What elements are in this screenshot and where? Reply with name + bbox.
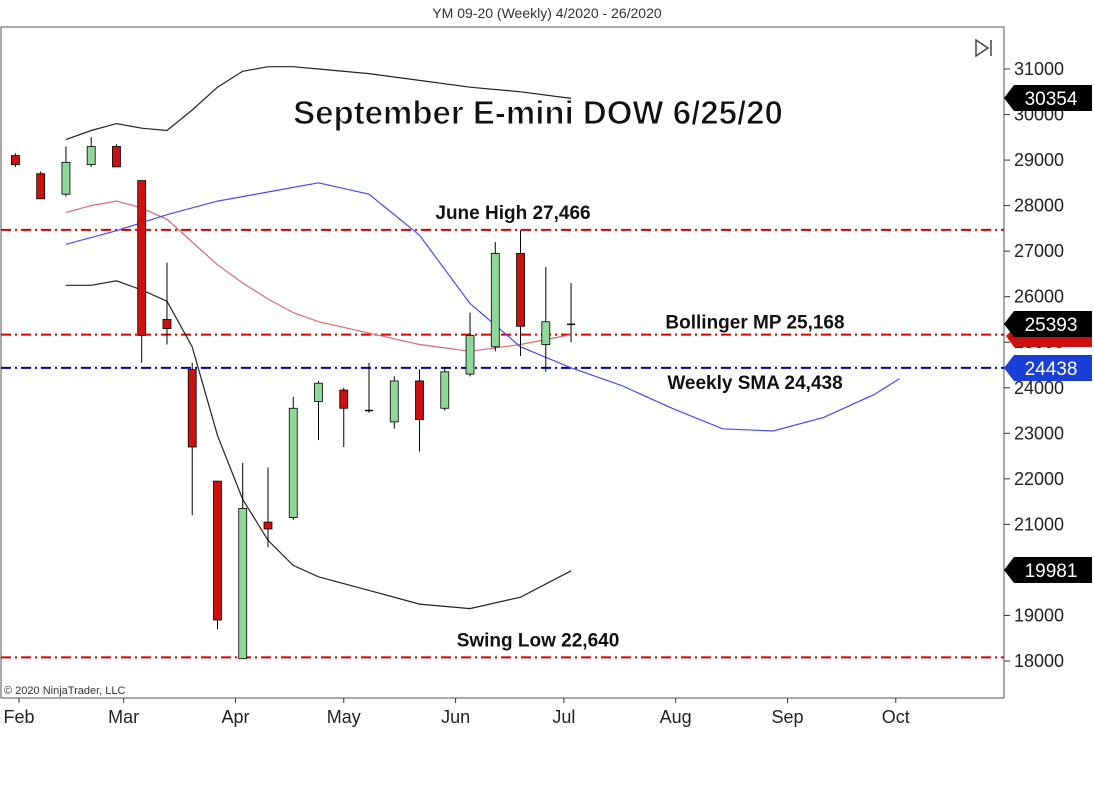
candle-22	[567, 283, 576, 343]
candle-2	[61, 146, 71, 197]
candle-0	[11, 153, 20, 167]
series-line-bb_upper	[65, 66, 572, 141]
candle-body	[263, 521, 273, 530]
x-tick-label: Oct	[882, 707, 910, 727]
chart-headline: September E-mini DOW 6/25/20	[293, 94, 783, 131]
price-badge-shape	[1004, 355, 1092, 381]
y-tick-label: 26000	[1014, 287, 1064, 307]
candle-body	[490, 253, 500, 348]
candle-13	[339, 387, 349, 447]
candle-11	[288, 396, 298, 520]
candle-body	[314, 382, 323, 402]
series-line-bb_lower	[65, 280, 572, 610]
y-tick-label: 22000	[1014, 469, 1064, 489]
scroll-end-icon[interactable]	[974, 38, 994, 58]
x-tick-label: Aug	[660, 707, 692, 727]
y-tick-label: 21000	[1014, 514, 1064, 534]
candle-body	[238, 508, 248, 660]
candle-3	[86, 137, 96, 167]
candle-body	[11, 155, 20, 166]
level-label: Swing Low 22,640	[457, 630, 620, 651]
plot-area	[0, 26, 1005, 699]
candle-body	[86, 146, 96, 166]
candle-body	[162, 319, 172, 329]
price-badge-shape	[1004, 557, 1092, 583]
level-label: June High 27,466	[435, 203, 590, 224]
candle-body	[288, 407, 298, 518]
y-tick-label: 18000	[1014, 651, 1064, 671]
price-badges: 30354 25393 24438 19981	[1004, 85, 1092, 583]
candle-body	[339, 389, 349, 409]
candle-4	[112, 144, 121, 168]
price-badge-text: 25393	[1025, 315, 1078, 336]
candle-body	[516, 253, 525, 327]
x-tick-label: Apr	[222, 707, 250, 727]
level-label: Weekly SMA 24,438	[667, 373, 842, 394]
y-tick-label: 28000	[1014, 196, 1064, 216]
price-badge-19981: 19981	[1004, 557, 1092, 583]
series-line-bb_mid	[65, 200, 572, 352]
x-tick-label: May	[327, 707, 361, 727]
candle-12	[314, 380, 323, 441]
candle-body	[389, 380, 399, 423]
level-lines	[1, 228, 1004, 659]
x-tick-label: Feb	[4, 707, 35, 727]
y-tick-label: 19000	[1014, 605, 1064, 625]
x-tick-label: Mar	[108, 707, 139, 727]
candle-body	[213, 480, 222, 621]
candle-21	[541, 267, 551, 372]
candle-9	[238, 462, 248, 660]
price-badge-text: 24438	[1025, 359, 1078, 380]
y-tick-label: 24000	[1014, 378, 1064, 398]
price-badge-shape	[1004, 85, 1092, 111]
price-badge-text: 19981	[1025, 561, 1078, 582]
candle-8	[213, 480, 222, 630]
candle-19	[490, 242, 500, 352]
candle-body	[440, 371, 450, 409]
candle-body	[112, 146, 121, 168]
x-tick-label: Sep	[772, 707, 804, 727]
annotations: June High 27,466 Bollinger MP 25,168 Weekl…	[435, 203, 844, 651]
chart-header-title: YM 09-20 (Weekly) 4/2020 - 26/2020	[432, 5, 662, 21]
candle-15	[389, 376, 399, 429]
candles	[11, 137, 576, 660]
y-tick-label: 31000	[1014, 59, 1064, 79]
x-tick-label: Jun	[441, 707, 470, 727]
candle-body	[465, 334, 475, 375]
y-tick-label: 27000	[1014, 241, 1064, 261]
copyright-text: © 2020 NinjaTrader, LLC	[4, 685, 125, 697]
price-badge-text: 30354	[1025, 89, 1078, 110]
price-badge-30354: 30354	[1004, 85, 1092, 111]
candle-14	[365, 362, 374, 413]
candle-18	[465, 312, 475, 377]
y-tick-label: 29000	[1014, 150, 1064, 170]
candle-body	[137, 180, 147, 336]
y-axis: 1800019000200002100022000230002400025000…	[1004, 59, 1064, 671]
y-tick-label: 23000	[1014, 423, 1064, 443]
candle-1	[36, 171, 46, 200]
candle-6	[162, 262, 172, 345]
x-axis: Feb Mar Apr May Jun Jul Aug Sep Oct	[4, 698, 910, 727]
candle-body	[415, 380, 424, 421]
x-tick-label: Jul	[552, 707, 575, 727]
candle-body	[541, 321, 551, 345]
price-badge-25393: 25393	[1004, 311, 1092, 347]
candle-16	[415, 369, 424, 452]
price-badge-shape	[1004, 311, 1092, 337]
level-label: Bollinger MP 25,168	[665, 313, 844, 334]
candle-body	[61, 161, 71, 195]
candle-20	[516, 229, 525, 356]
candle-5	[137, 180, 147, 363]
candle-body	[36, 173, 46, 200]
candle-7	[187, 362, 197, 516]
candle-10	[263, 467, 273, 548]
candle-17	[440, 367, 450, 411]
price-badge-24438: 24438	[1004, 355, 1092, 381]
candle-body	[187, 369, 197, 448]
